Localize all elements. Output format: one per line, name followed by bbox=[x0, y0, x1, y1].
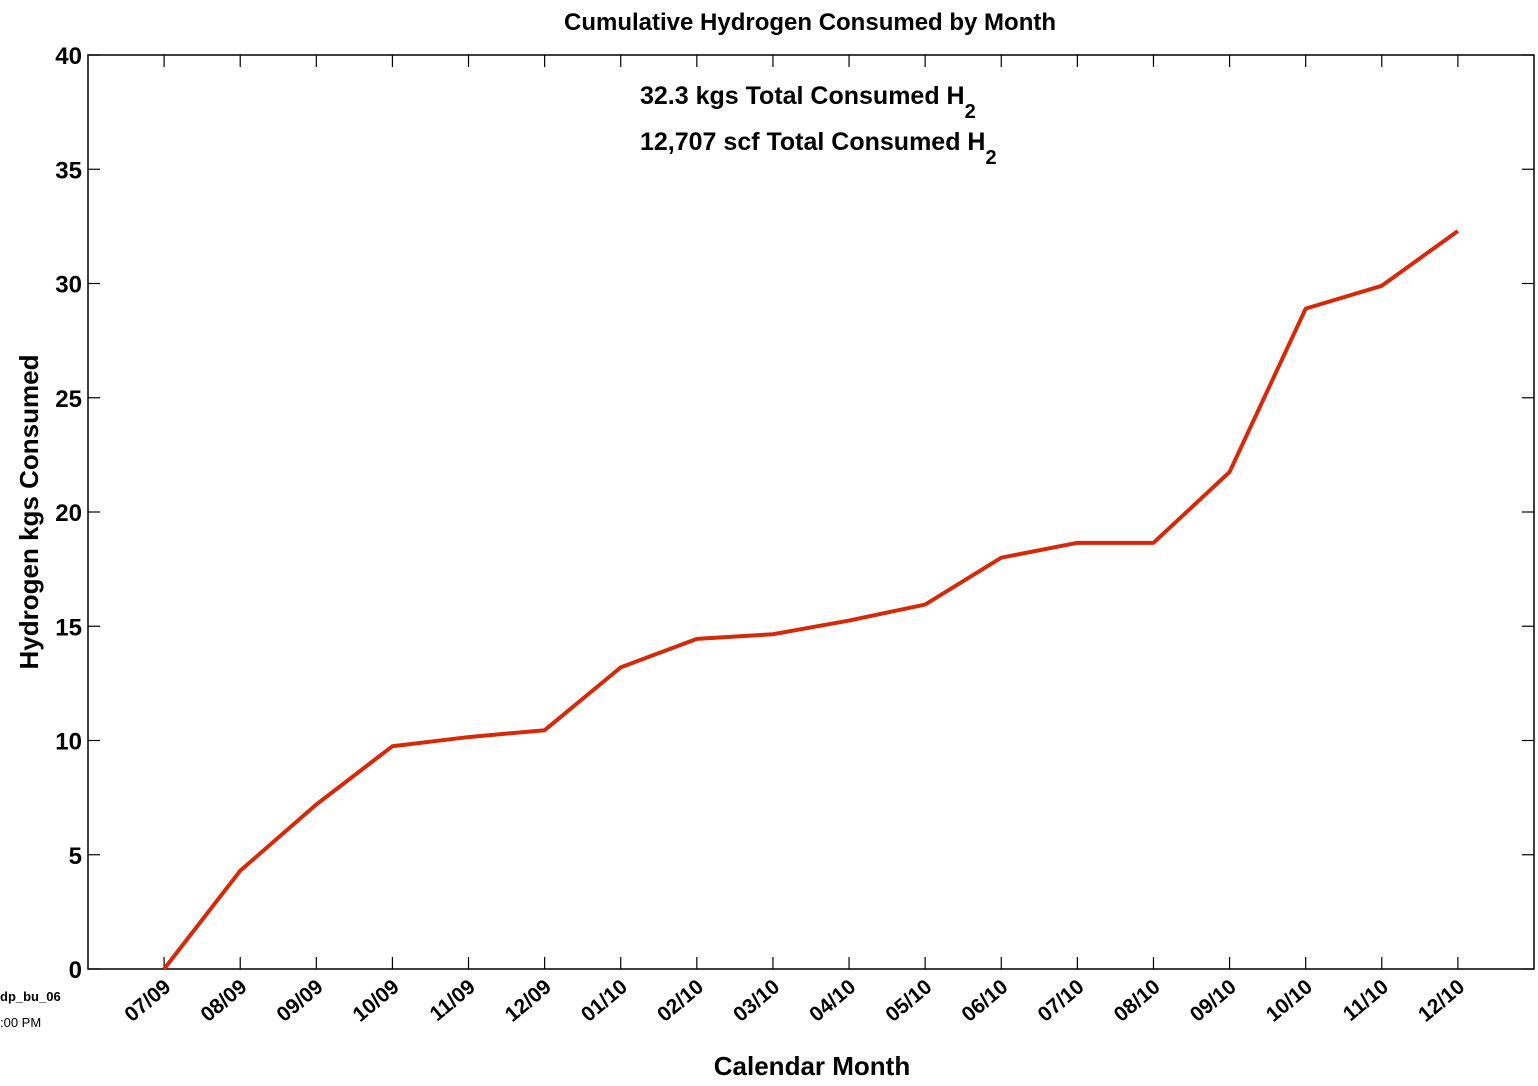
x-tick-label: 10/09 bbox=[349, 975, 404, 1026]
annotation: 32.3 kgs Total Consumed H2 bbox=[640, 82, 976, 123]
y-tick-label: 0 bbox=[69, 957, 82, 984]
plot-frame bbox=[87, 54, 1535, 970]
annotation: 12,707 scf Total Consumed H2 bbox=[640, 128, 997, 169]
y-tick-label: 15 bbox=[55, 614, 82, 641]
x-tick-label: 07/10 bbox=[1034, 975, 1089, 1026]
x-tick-label: 09/10 bbox=[1186, 975, 1241, 1026]
x-tick-label: 12/10 bbox=[1414, 975, 1469, 1026]
x-tick-label: 04/10 bbox=[805, 975, 860, 1026]
annotation-subscript: 2 bbox=[965, 101, 976, 123]
footer-label: dp_bu_06 bbox=[0, 989, 61, 1004]
x-tick-label: 09/09 bbox=[272, 975, 327, 1026]
y-tick-label: 40 bbox=[55, 43, 82, 70]
annotation-text: 12,707 scf Total Consumed H bbox=[640, 128, 985, 156]
x-tick-label: 02/10 bbox=[653, 975, 708, 1026]
annotation-subscript: 2 bbox=[985, 147, 996, 169]
x-tick-label: 06/10 bbox=[957, 975, 1012, 1026]
x-tick-label: 08/09 bbox=[196, 975, 251, 1026]
y-tick-label: 30 bbox=[55, 272, 82, 299]
y-axis-label: Hydrogen kgs Consumed bbox=[14, 355, 44, 670]
x-tick-label: 10/10 bbox=[1262, 975, 1317, 1026]
footer-label: :00 PM bbox=[0, 1015, 41, 1030]
x-axis-label: Calendar Month bbox=[714, 1051, 910, 1081]
x-tick-label: 01/10 bbox=[577, 975, 632, 1026]
x-tick-label: 11/10 bbox=[1339, 975, 1393, 1026]
y-tick-label: 20 bbox=[55, 500, 82, 527]
x-tick-label: 07/09 bbox=[120, 975, 175, 1026]
chart-title: Cumulative Hydrogen Consumed by Month bbox=[564, 9, 1056, 36]
x-tick-label: 08/10 bbox=[1110, 975, 1165, 1026]
x-tick-label: 05/10 bbox=[881, 975, 936, 1026]
annotation-text: 32.3 kgs Total Consumed H bbox=[640, 82, 965, 110]
x-tick-label: 11/09 bbox=[426, 975, 480, 1026]
y-tick-label: 5 bbox=[69, 843, 82, 870]
data-line bbox=[162, 229, 1460, 971]
y-tick-label: 10 bbox=[55, 729, 82, 756]
y-tick-label: 25 bbox=[55, 386, 82, 413]
x-tick-label: 12/09 bbox=[501, 975, 556, 1026]
x-tick-label: 03/10 bbox=[729, 975, 784, 1026]
y-tick-label: 35 bbox=[55, 157, 82, 184]
